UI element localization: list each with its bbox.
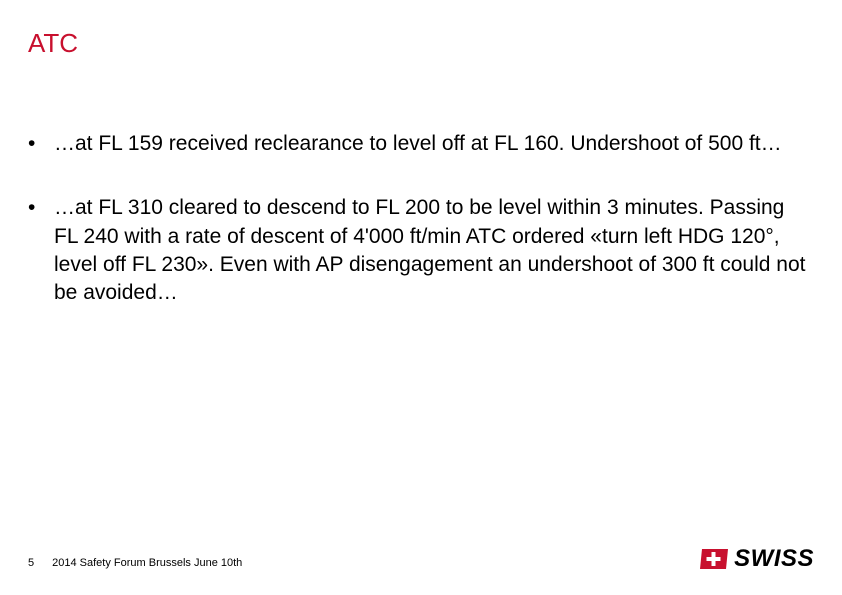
slide-content: • …at FL 159 received reclearance to lev… — [28, 130, 808, 344]
bullet-text: …at FL 159 received reclearance to level… — [54, 130, 808, 158]
page-number: 5 — [28, 557, 34, 569]
slide-title: ATC — [28, 28, 78, 59]
bullet-dot: • — [28, 194, 54, 307]
bullet-dot: • — [28, 130, 54, 158]
swiss-logo: SWISS — [698, 543, 814, 575]
swiss-cross-icon — [698, 543, 730, 575]
slide-footer: 5 2014 Safety Forum Brussels June 10th — [28, 557, 242, 569]
bullet-text: …at FL 310 cleared to descend to FL 200 … — [54, 194, 808, 307]
footer-text: 2014 Safety Forum Brussels June 10th — [52, 557, 242, 569]
bullet-item: • …at FL 310 cleared to descend to FL 20… — [28, 194, 808, 307]
swiss-wordmark: SWISS — [734, 545, 814, 573]
logo-cross-h — [707, 557, 721, 561]
bullet-item: • …at FL 159 received reclearance to lev… — [28, 130, 808, 158]
slide: ATC • …at FL 159 received reclearance to… — [0, 0, 842, 595]
